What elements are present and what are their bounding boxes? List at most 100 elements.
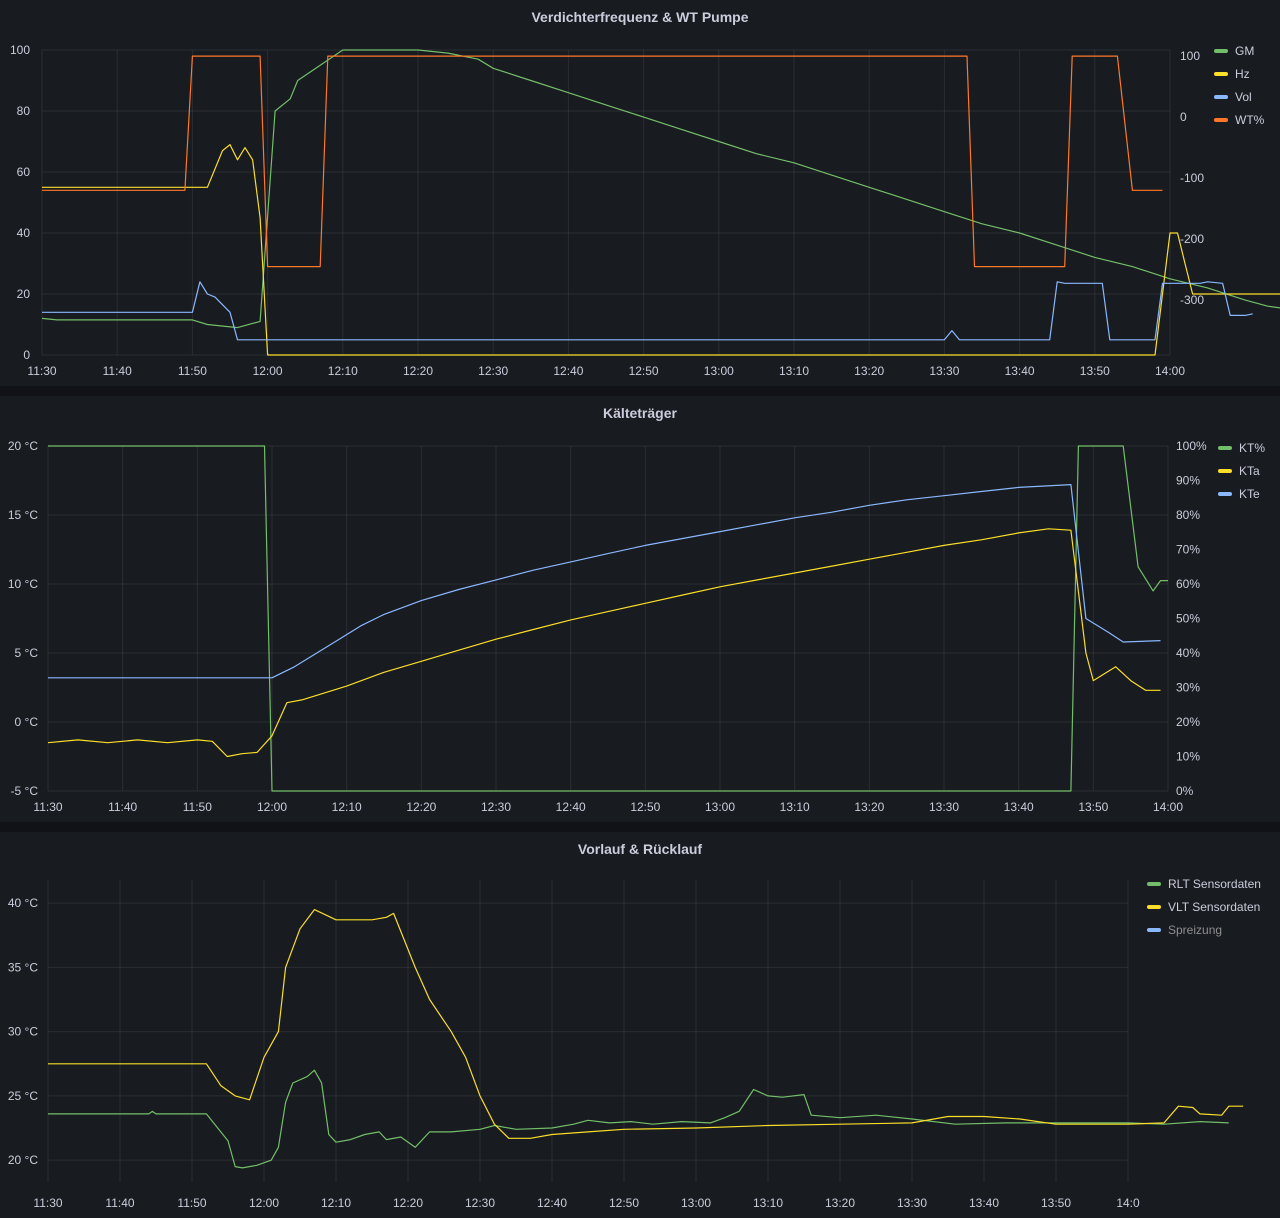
series-line-gm — [41, 49, 1280, 329]
x-tick-label: 12:50 — [609, 1196, 639, 1210]
x-tick-label: 12:40 — [553, 364, 583, 378]
y-tick-label: 5 °C — [15, 646, 39, 660]
x-tick-label: 12:30 — [478, 364, 508, 378]
y-tick-label: 100 — [10, 43, 30, 57]
x-tick-label: 12:50 — [630, 800, 660, 814]
y-tick-label: 0 — [23, 348, 30, 362]
x-tick-label: 11:50 — [183, 800, 212, 814]
series-line-rlt-sensordaten — [48, 1069, 1229, 1169]
series-line-kt- — [48, 445, 1168, 792]
legend-swatch — [1147, 882, 1161, 886]
chart-vorlauf-ruecklauf: 11:30 11:40 11:50 12:00 12:10 12:20 12:30 12:40… — [8, 877, 1261, 1210]
series-line-hz — [42, 144, 1280, 356]
legend-item[interactable]: VLT Sensordaten — [1147, 900, 1260, 914]
legend-item[interactable]: Hz — [1214, 67, 1250, 81]
y-tick-label: 80 — [17, 104, 31, 118]
y-tick-label: 20 °C — [8, 1153, 38, 1167]
y2-tick-label: 100 — [1180, 49, 1200, 63]
y-tick-label: 20 °C — [8, 439, 38, 453]
y2-tick-label: 70% — [1176, 543, 1200, 557]
legend-label: KTa — [1239, 464, 1260, 478]
legend-swatch — [1214, 95, 1228, 99]
x-tick-label: 12:30 — [481, 800, 511, 814]
panel-title: Kälteträger — [603, 405, 677, 421]
y2-tick-label: 60% — [1176, 577, 1200, 591]
y2-tick-label: 30% — [1176, 681, 1200, 695]
legend-label: RLT Sensordaten — [1168, 877, 1261, 891]
x-tick-label: 11:40 — [105, 1196, 134, 1210]
x-tick-label: 13:30 — [929, 364, 959, 378]
legend-swatch — [1218, 469, 1232, 473]
x-tick-label: 13:40 — [1005, 364, 1035, 378]
x-tick-label: 12:30 — [465, 1196, 495, 1210]
y2-tick-label: -200 — [1180, 232, 1204, 246]
y2-tick-label: 0% — [1176, 784, 1194, 798]
y2-tick-label: 40% — [1176, 646, 1200, 660]
y2-tick-label: 90% — [1176, 474, 1200, 488]
y-tick-label: 0 °C — [15, 715, 39, 729]
chart-panel-kaeltetraeger: Kälteträger 11:30 11:40 11:50 12:00 12:10 12:… — [0, 396, 1280, 822]
legend-item[interactable]: Spreizung — [1147, 923, 1222, 937]
x-tick-label: 12:10 — [321, 1196, 351, 1210]
series-line-vol — [42, 281, 1253, 341]
y-tick-label: 40 — [17, 226, 31, 240]
x-tick-label: 13:40 — [969, 1196, 999, 1210]
legend-label: GM — [1235, 44, 1254, 58]
chart-kaeltetraeger: 11:30 11:40 11:50 12:00 12:10 12:20 12:30 12:40… — [8, 439, 1265, 814]
legend-item[interactable]: KTe — [1218, 487, 1260, 501]
legend-swatch — [1218, 446, 1232, 450]
x-tick-label: 13:00 — [681, 1196, 711, 1210]
legend-item[interactable]: Vol — [1214, 90, 1252, 104]
x-tick-label: 13:20 — [825, 1196, 855, 1210]
y-tick-label: 30 °C — [8, 1025, 38, 1039]
grid — [41, 49, 1171, 356]
x-tick-label: 13:50 — [1080, 364, 1110, 378]
y-tick-label: 35 °C — [8, 960, 38, 974]
grid — [47, 880, 1129, 1182]
x-tick-label: 12:10 — [328, 364, 358, 378]
legend-item[interactable]: WT% — [1214, 113, 1265, 127]
x-tick-label: 13:10 — [779, 364, 809, 378]
legend-label: Spreizung — [1168, 923, 1222, 937]
y2-tick-label: 20% — [1176, 715, 1200, 729]
legend-label: WT% — [1235, 113, 1265, 127]
y2-tick-label: 100% — [1176, 439, 1207, 453]
legend-item[interactable]: KT% — [1218, 441, 1265, 455]
x-tick-label: 13:50 — [1078, 800, 1108, 814]
x-tick-label: 11:50 — [178, 364, 207, 378]
legend-label: Hz — [1235, 67, 1250, 81]
x-tick-label: 12:40 — [556, 800, 586, 814]
legend-swatch — [1214, 49, 1228, 53]
x-tick-label: 12:00 — [249, 1196, 279, 1210]
legend-item[interactable]: KTa — [1218, 464, 1260, 478]
y-tick-label: 20 — [17, 287, 31, 301]
legend-swatch — [1147, 928, 1161, 932]
x-tick-label: 12:00 — [257, 800, 287, 814]
x-tick-label: 11:50 — [177, 1196, 206, 1210]
y2-tick-label: 0 — [1180, 110, 1187, 124]
x-tick-label: 13:10 — [780, 800, 810, 814]
x-tick-label: 13:30 — [897, 1196, 927, 1210]
legend-item[interactable]: GM — [1214, 44, 1254, 58]
legend-item[interactable]: RLT Sensordaten — [1147, 877, 1261, 891]
x-tick-label: 13:30 — [929, 800, 959, 814]
x-tick-label: 14:0 — [1116, 1196, 1140, 1210]
x-tick-label: 12:00 — [253, 364, 283, 378]
x-tick-label: 12:20 — [406, 800, 436, 814]
x-tick-label: 14:00 — [1155, 364, 1185, 378]
panel-title: Vorlauf & Rücklauf — [577, 841, 703, 857]
chart-panel-verdichter: Verdichterfrequenz & WT Pumpe 11:30 11:40… — [0, 0, 1280, 386]
legend-label: KT% — [1239, 441, 1265, 455]
chart-verdichter: 11:30 11:40 11:50 12:00 12:10 12:20 12:30 12:40… — [10, 43, 1280, 378]
legend-swatch — [1214, 118, 1228, 122]
x-tick-label: 14:00 — [1153, 800, 1183, 814]
grid — [47, 445, 1169, 792]
x-tick-label: 11:30 — [27, 364, 56, 378]
legend-label: VLT Sensordaten — [1168, 900, 1260, 914]
x-tick-label: 13:40 — [1004, 800, 1034, 814]
y2-tick-label: 80% — [1176, 508, 1200, 522]
legend-label: Vol — [1235, 90, 1252, 104]
series-line-kte — [48, 484, 1161, 679]
x-tick-label: 11:30 — [33, 800, 62, 814]
x-tick-label: 13:00 — [705, 800, 735, 814]
